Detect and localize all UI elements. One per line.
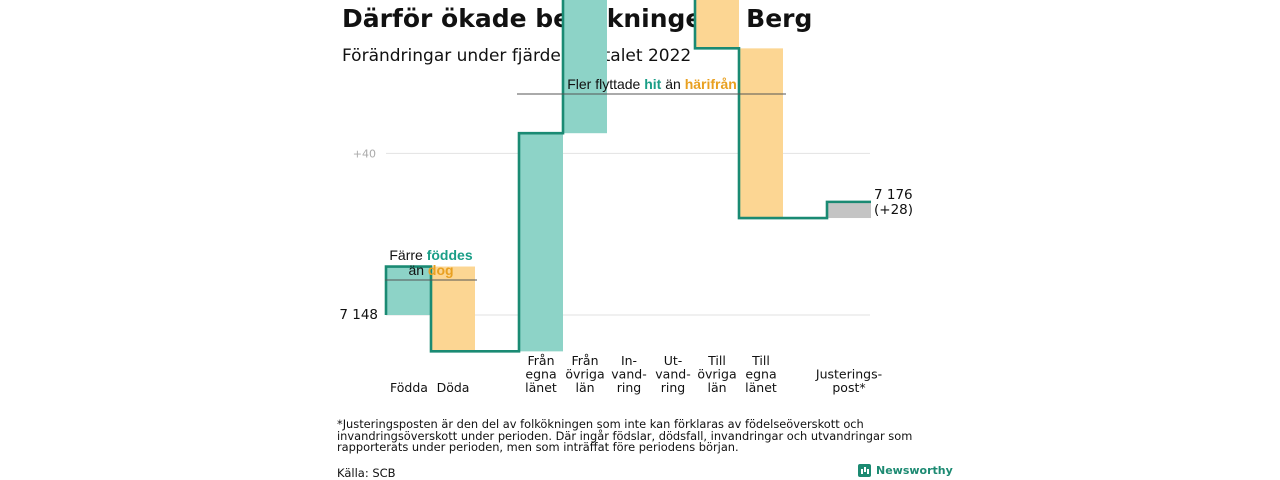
bar-2: [431, 266, 475, 352]
category-label-line: Födda: [390, 380, 428, 395]
category-label: Från övriga län: [565, 353, 604, 395]
category-label-line: In-: [621, 353, 637, 368]
category-label-line: vand-: [655, 367, 690, 382]
category-label: Ut-vand-ring: [655, 353, 690, 395]
category-label: Döda: [437, 380, 470, 395]
annotation-births-line1: Färre föddes: [389, 247, 472, 263]
bar-9: [827, 201, 871, 219]
annotation-part: härifrån: [685, 76, 737, 92]
category-label-line: länet: [525, 380, 557, 395]
cumulative-step-line: [384, 0, 871, 353]
category-label-line: Ut-: [664, 353, 683, 368]
bar-1: [387, 266, 431, 315]
bar-7: [695, 0, 739, 49]
y-tick-label: +40: [353, 147, 376, 160]
footnote: *Justeringsposten är den del av folkökni…: [337, 417, 913, 454]
category-label: In-vand-ring: [611, 353, 646, 395]
bar-4: [563, 0, 607, 134]
category-label-line: Från: [527, 353, 554, 368]
brand-name: Newsworthy: [876, 464, 953, 477]
category-label-line: Till: [751, 353, 770, 368]
category-label: Justerings-post*: [815, 367, 882, 396]
annotation-part: dog: [428, 262, 454, 278]
annotation-part: Fler flyttade: [567, 76, 644, 92]
category-label-line: övriga: [697, 367, 736, 382]
category-label-line: län: [707, 380, 726, 395]
category-label-line: övriga: [565, 367, 604, 382]
category-label-line: länet: [745, 380, 777, 395]
category-label: Födda: [390, 380, 428, 395]
category-label-line: egna: [525, 367, 556, 382]
annotation-part: än: [661, 76, 684, 92]
brand-logo: Newsworthy: [858, 464, 953, 477]
category-label-line: ring: [617, 380, 641, 395]
category-label: Till egna länet: [745, 353, 777, 395]
category-label: Från egna länet: [525, 353, 557, 395]
start-value-label: 7 148: [339, 307, 378, 323]
category-label-line: Döda: [437, 380, 470, 395]
bar-8: [739, 48, 783, 219]
annotation-part: Färre: [389, 247, 426, 263]
bars: [387, 0, 871, 352]
category-label-line: vand-: [611, 367, 646, 382]
bar-3: [519, 133, 563, 352]
category-label: Till övriga län: [697, 353, 736, 395]
category-label-line: Från: [571, 353, 598, 368]
end-change-label: (+28): [874, 202, 913, 218]
annotation-part: föddes: [427, 247, 473, 263]
category-label-line: post*: [832, 380, 865, 395]
source-note: Källa: SCB: [337, 466, 396, 480]
category-label-line: egna: [745, 367, 776, 382]
end-value-label: 7 176: [874, 187, 913, 203]
annotation-births-line2: än dog: [408, 262, 453, 278]
waterfall-chart: +40+80FöddaDödaFrånegnalänetFrånövrigalä…: [339, 0, 913, 396]
category-label-line: Justerings-: [815, 367, 882, 382]
category-label-line: Till: [707, 353, 726, 368]
category-label-line: län: [575, 380, 594, 395]
category-label-line: ring: [661, 380, 685, 395]
annotation-part: hit: [644, 76, 661, 92]
annotation-part: än: [408, 262, 427, 278]
newsworthy-logo-icon: [858, 464, 871, 477]
annotation-migration: Fler flyttade hit än härifrån: [567, 76, 737, 92]
